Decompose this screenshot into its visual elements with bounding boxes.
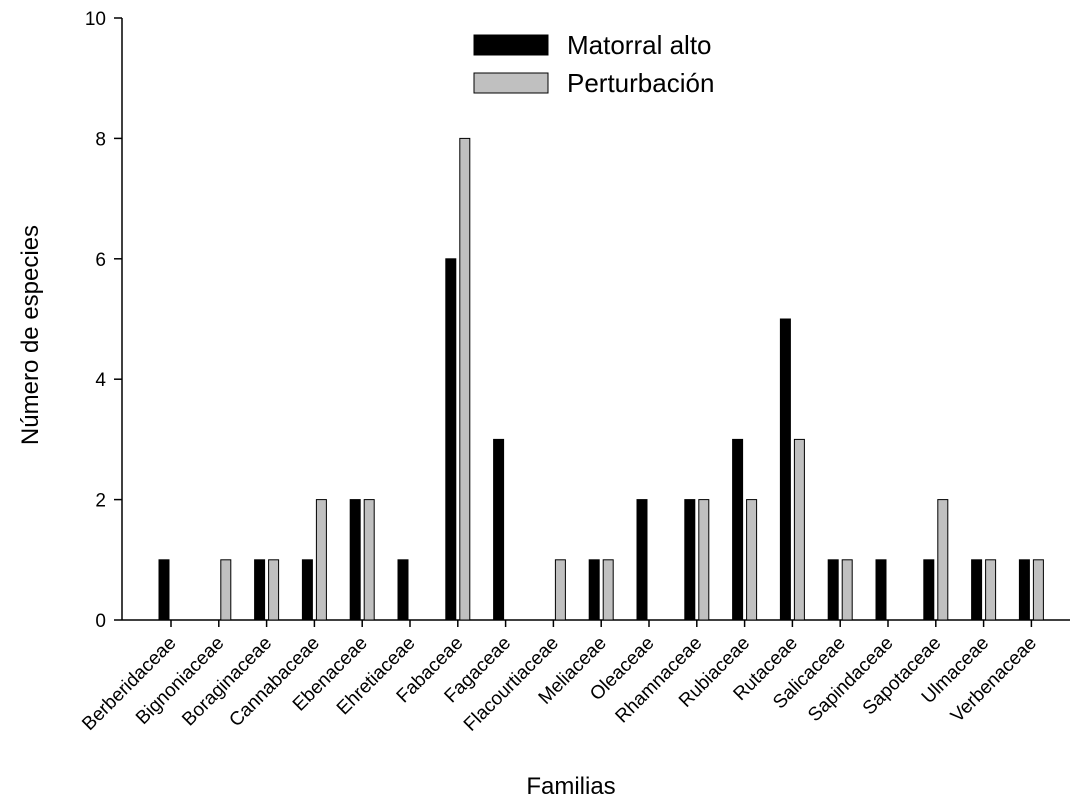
bar-matorral-alto xyxy=(732,438,744,621)
y-axis-title: Número de especies xyxy=(17,225,44,445)
bar-matorral-alto xyxy=(301,559,313,621)
bar-matorral-alto xyxy=(923,559,935,621)
bar-perturbacion xyxy=(746,499,758,621)
bar-matorral-alto xyxy=(684,499,696,621)
bar-perturbacion xyxy=(793,438,805,621)
bar-matorral-alto xyxy=(349,499,361,621)
legend-swatch xyxy=(473,72,549,94)
bar-perturbacion xyxy=(1032,559,1044,621)
bar-perturbacion xyxy=(698,499,710,621)
legend-swatch xyxy=(473,34,549,56)
y-tick-label: 4 xyxy=(95,370,106,391)
bar-matorral-alto xyxy=(1018,559,1030,621)
bar-perturbacion xyxy=(220,559,232,621)
x-tick-label: Verbenaceae xyxy=(947,633,1041,727)
y-tick-label: 2 xyxy=(95,491,106,512)
bars xyxy=(158,137,1044,621)
bar-perturbacion xyxy=(459,137,471,621)
x-ticks: BerberidaceaeBignoniaceaeBoraginaceaeCan… xyxy=(78,620,1041,736)
y-tick-label: 10 xyxy=(85,9,106,30)
y-tick-label: 0 xyxy=(95,611,106,632)
bar-matorral-alto xyxy=(636,499,648,621)
legend: Matorral alto Perturbación xyxy=(473,30,714,98)
bar-matorral-alto xyxy=(445,258,457,621)
bar-matorral-alto xyxy=(588,559,600,621)
bar-perturbacion xyxy=(315,499,327,621)
bar-perturbacion xyxy=(554,559,566,621)
bar-matorral-alto xyxy=(875,559,887,621)
bar-perturbacion xyxy=(363,499,375,621)
bar-perturbacion xyxy=(602,559,614,621)
bar-matorral-alto xyxy=(779,318,791,621)
x-axis-title: Familias xyxy=(526,773,615,800)
y-ticks: 0 2 4 6 8 10 xyxy=(85,9,122,632)
bar-matorral-alto xyxy=(397,559,409,621)
legend-label: Matorral alto xyxy=(567,30,712,60)
bar-perturbacion xyxy=(268,559,280,621)
bar-perturbacion xyxy=(985,559,997,621)
bar-perturbacion xyxy=(937,499,949,621)
bar-matorral-alto xyxy=(254,559,266,621)
bar-perturbacion xyxy=(841,559,853,621)
axes xyxy=(121,18,1070,621)
y-tick-label: 8 xyxy=(95,129,106,150)
bar-matorral-alto xyxy=(827,559,839,621)
bar-matorral-alto xyxy=(493,438,505,621)
legend-label: Perturbación xyxy=(567,68,714,98)
bar-matorral-alto xyxy=(158,559,170,621)
bar-matorral-alto xyxy=(971,559,983,621)
y-tick-label: 6 xyxy=(95,250,106,271)
